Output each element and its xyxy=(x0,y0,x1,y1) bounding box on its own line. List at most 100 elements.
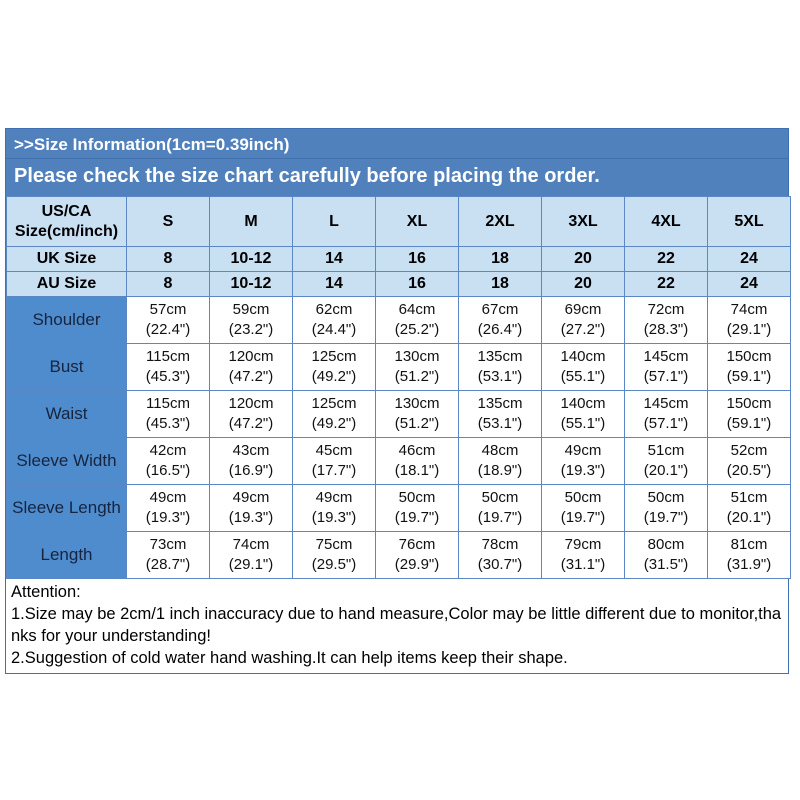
measurement-value-cell: 145cm (57.1") xyxy=(624,390,708,438)
value-cm: 115cm xyxy=(146,395,190,412)
value-cm: 79cm xyxy=(564,536,602,553)
measurement-value-cell: 59cm (23.2") xyxy=(209,296,293,344)
measurement-label-cell: Length xyxy=(6,531,127,579)
banner-title: >>Size Information(1cm=0.39inch) xyxy=(6,129,788,159)
value-inch: (20.1") xyxy=(643,462,689,479)
value-inch: (19.7") xyxy=(394,509,440,526)
size-table: US/CA Size(cm/inch) S M L XL 2XL 3XL 4XL 5XL UK Si… xyxy=(6,196,791,579)
measurement-label-cell: Waist xyxy=(6,390,127,438)
value-cm: 51cm xyxy=(647,442,685,459)
measurement-value-cell: 81cm (31.9") xyxy=(707,531,791,579)
value-cm: 78cm xyxy=(481,536,519,553)
measurement-value-cell: 145cm (57.1") xyxy=(624,343,708,391)
measurement-value-cell: 50cm (19.7") xyxy=(624,484,708,532)
measurement-row: Waist 115cm (45.3") 120cm (47.2") 125cm (49.2"… xyxy=(6,390,791,438)
measurement-value-cell: 74cm (29.1") xyxy=(707,296,791,344)
measurement-value-cell: 49cm (19.3") xyxy=(541,437,625,485)
measurement-value-cell: 130cm (51.2") xyxy=(375,343,459,391)
value-inch: (18.1") xyxy=(394,462,440,479)
value-inch: (29.9") xyxy=(394,556,440,573)
value-cm: 69cm xyxy=(564,301,602,318)
value-inch: (17.7") xyxy=(311,462,357,479)
value-cm: 49cm xyxy=(315,489,353,506)
measurement-row: Length 73cm (28.7") 74cm (29.1") 75cm (29.5") 7… xyxy=(6,531,791,579)
measurement-value-cell: 67cm (26.4") xyxy=(458,296,542,344)
value-inch: (31.9") xyxy=(726,556,772,573)
measurement-value-cell: 78cm (30.7") xyxy=(458,531,542,579)
value-inch: (16.5") xyxy=(145,462,191,479)
value-inch: (19.3") xyxy=(311,509,357,526)
value-inch: (59.1") xyxy=(726,415,772,432)
value-cm: 46cm xyxy=(398,442,436,459)
value-cm: 51cm xyxy=(730,489,768,506)
region-value-cell: 20 xyxy=(541,246,625,272)
value-cm: 57cm xyxy=(149,301,187,318)
measurement-value-cell: 50cm (19.7") xyxy=(541,484,625,532)
measurement-value-cell: 50cm (19.7") xyxy=(458,484,542,532)
size-header-cell: 3XL xyxy=(541,196,625,247)
measurement-value-cell: 120cm (47.2") xyxy=(209,390,293,438)
value-inch: (49.2") xyxy=(311,368,357,385)
value-inch: (16.9") xyxy=(228,462,274,479)
region-size-row: AU Size 8 10-12 14 16 18 20 22 24 xyxy=(6,271,791,297)
size-header-cell: M xyxy=(209,196,293,247)
value-cm: 145cm xyxy=(643,348,689,365)
value-cm: 49cm xyxy=(232,489,270,506)
measurement-value-cell: 51cm (20.1") xyxy=(707,484,791,532)
value-cm: 140cm xyxy=(560,395,606,412)
banner: >>Size Information(1cm=0.39inch) Please … xyxy=(6,129,788,196)
measurement-value-cell: 62cm (24.4") xyxy=(292,296,376,344)
measurement-value-cell: 74cm (29.1") xyxy=(209,531,293,579)
value-inch: (29.1") xyxy=(726,321,772,338)
region-size-row: UK Size 8 10-12 14 16 18 20 22 24 xyxy=(6,246,791,272)
measurement-value-cell: 64cm (25.2") xyxy=(375,296,459,344)
measurement-value-cell: 72cm (28.3") xyxy=(624,296,708,344)
value-inch: (51.2") xyxy=(394,368,440,385)
value-cm: 50cm xyxy=(647,489,685,506)
region-value-cell: 8 xyxy=(126,271,210,297)
measurement-value-cell: 140cm (55.1") xyxy=(541,390,625,438)
region-value-cell: 16 xyxy=(375,271,459,297)
measurement-value-cell: 75cm (29.5") xyxy=(292,531,376,579)
value-inch: (20.5") xyxy=(726,462,772,479)
value-inch: (24.4") xyxy=(311,321,357,338)
corner-header-cell: US/CA Size(cm/inch) xyxy=(6,196,127,247)
measurement-value-cell: 125cm (49.2") xyxy=(292,390,376,438)
region-value-cell: 8 xyxy=(126,246,210,272)
value-cm: 150cm xyxy=(726,348,772,365)
measurement-value-cell: 79cm (31.1") xyxy=(541,531,625,579)
region-value-cell: 10-12 xyxy=(209,271,293,297)
region-value-cell: 14 xyxy=(292,271,376,297)
measurement-value-cell: 76cm (29.9") xyxy=(375,531,459,579)
size-header-cell: 5XL xyxy=(707,196,791,247)
value-inch: (51.2") xyxy=(394,415,440,432)
measurement-value-cell: 73cm (28.7") xyxy=(126,531,210,579)
measurement-value-cell: 48cm (18.9") xyxy=(458,437,542,485)
measurement-row: Shoulder 57cm (22.4") 59cm (23.2") 62cm (24.4"… xyxy=(6,296,791,344)
region-label-cell: UK Size xyxy=(6,246,127,272)
value-cm: 125cm xyxy=(311,348,357,365)
value-inch: (28.3") xyxy=(643,321,689,338)
value-cm: 45cm xyxy=(315,442,353,459)
value-inch: (45.3") xyxy=(145,415,191,432)
region-value-cell: 14 xyxy=(292,246,376,272)
value-cm: 130cm xyxy=(394,395,440,412)
value-inch: (45.3") xyxy=(145,368,191,385)
measurement-value-cell: 43cm (16.9") xyxy=(209,437,293,485)
size-header-cell: XL xyxy=(375,196,459,247)
region-label-cell: AU Size xyxy=(6,271,127,297)
value-cm: 135cm xyxy=(477,348,523,365)
measurement-value-cell: 115cm (45.3") xyxy=(126,343,210,391)
size-header-row: US/CA Size(cm/inch) S M L XL 2XL 3XL 4XL 5XL xyxy=(6,196,791,247)
attention-title: Attention: xyxy=(11,583,81,601)
region-value-cell: 24 xyxy=(707,271,791,297)
value-inch: (53.1") xyxy=(477,415,523,432)
measurement-value-cell: 49cm (19.3") xyxy=(209,484,293,532)
value-inch: (57.1") xyxy=(643,368,689,385)
attention-item-1: 1.Size may be 2cm/1 inch inaccuracy due … xyxy=(11,605,782,645)
measurement-value-cell: 150cm (59.1") xyxy=(707,343,791,391)
size-chart-panel: >>Size Information(1cm=0.39inch) Please … xyxy=(5,128,791,674)
value-inch: (53.1") xyxy=(477,368,523,385)
size-header-cell: L xyxy=(292,196,376,247)
